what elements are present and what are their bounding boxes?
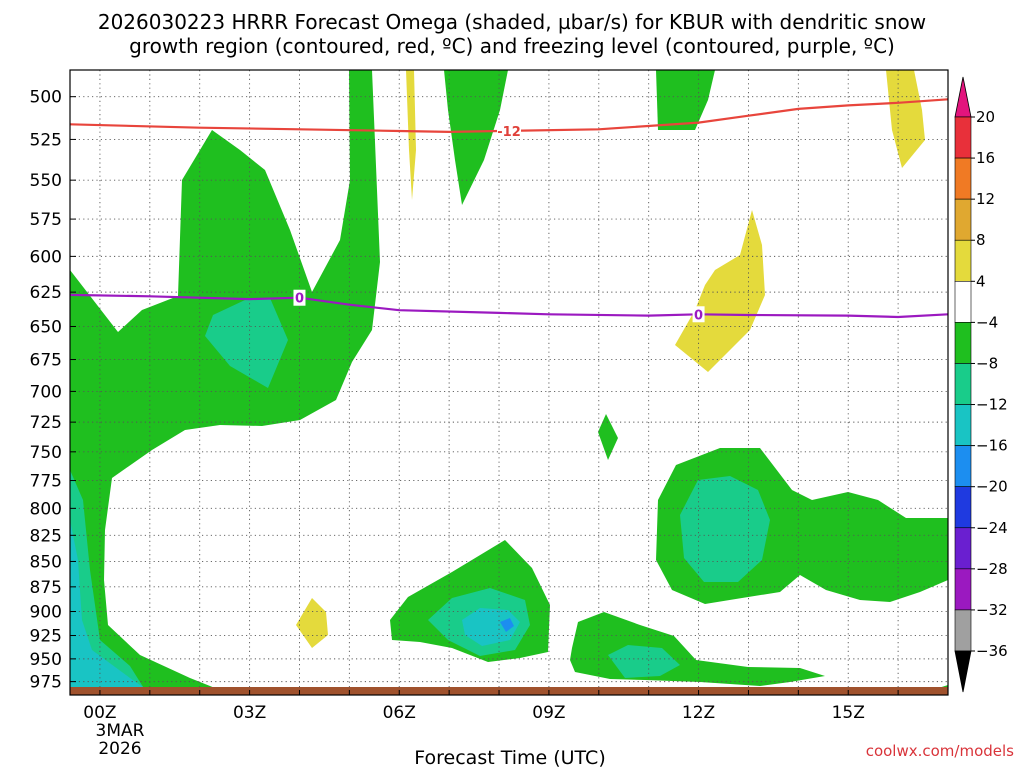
y-tick-label: 600: [30, 247, 62, 267]
omega-region-teal-upper: [205, 298, 288, 388]
contour-label-background: [692, 306, 705, 323]
colorbar-label: 20: [976, 108, 995, 126]
omega-region-blue-0730z: [500, 618, 514, 632]
colorbar-label: −8: [976, 354, 998, 372]
dendritic-contour-label: -12: [497, 125, 521, 140]
y-tick-label: 500: [30, 88, 62, 108]
omega-region-yellow-12z: [675, 210, 765, 372]
x-axis-title: Forecast Time (UTC): [414, 747, 605, 768]
contour-label-background: [293, 289, 306, 306]
credit-watermark: coolwx.com/models: [866, 742, 1014, 760]
colorbar-label: 8: [976, 231, 986, 249]
y-tick-label: 575: [30, 210, 62, 230]
x-axis-ticks: 00Z 03Z 06Z 09Z 12Z 15Z: [83, 690, 899, 723]
y-tick-label: 875: [30, 578, 62, 598]
omega-region-yellow-upper-right: [886, 70, 925, 168]
y-tick-label: 850: [30, 552, 62, 572]
y-tick-label: 725: [30, 413, 62, 433]
colorbar-segment: [954, 486, 972, 529]
omega-region-cyan-0730z: [462, 608, 520, 646]
colorbar-label: −4: [976, 313, 998, 331]
chart-title-line-2: growth region (contoured, red, ºC) and f…: [129, 34, 895, 58]
colorbar-label: 4: [976, 272, 986, 290]
y-axis-ticks: 500 525 550 575 600 625 650 675 700 725 750 775 800 8…: [30, 88, 76, 693]
colorbar-segment: [954, 322, 972, 364]
colorbar: 20 16 12 8 4 −4 −8 −12 −16 −20 −24 −28 −32 −36: [954, 76, 1008, 693]
omega-region-cyan-bottom-left: [70, 520, 150, 692]
colorbar-label: −16: [976, 437, 1008, 455]
x-tick-label: 12Z: [682, 703, 715, 723]
omega-region-green-left: [70, 70, 380, 695]
freezing-contour-label: 0: [295, 292, 304, 307]
colorbar-label: −36: [976, 642, 1008, 660]
grid-lines: [70, 70, 948, 695]
plot-frame: [69, 69, 949, 696]
y-tick-label: 950: [30, 650, 62, 670]
colorbar-label: −12: [976, 396, 1008, 414]
x-date-label-month: 3MAR: [96, 721, 145, 741]
y-tick-label: 775: [30, 472, 62, 492]
omega-region-teal-1030z: [608, 645, 680, 678]
y-tick-label: 525: [30, 130, 62, 150]
y-tick-label: 975: [30, 673, 62, 693]
colorbar-segment: [954, 527, 972, 570]
chart-title-line-1: 2026030223 HRRR Forecast Omega (shaded, …: [98, 10, 926, 34]
colorbar-segment: [954, 157, 972, 200]
colorbar-label: −24: [976, 519, 1008, 537]
contour-label-background: [497, 122, 521, 139]
colorbar-segment: [954, 404, 972, 446]
x-tick-label: 15Z: [832, 703, 865, 723]
x-date-label-year: 2026: [98, 739, 141, 759]
omega-region-green-0930z: [598, 414, 618, 460]
colorbar-segment: [954, 281, 972, 323]
colorbar-segment: [954, 239, 972, 282]
colorbar-label: −32: [976, 601, 1008, 619]
omega-region-teal-left-edge: [70, 470, 145, 690]
y-tick-label: 625: [30, 283, 62, 303]
colorbar-label: 16: [976, 149, 995, 167]
omega-region-teal-right-mid: [680, 476, 770, 582]
omega-region-yellow-upper-06z: [406, 70, 416, 200]
colorbar-segment: [954, 445, 972, 487]
colorbar-segment: [954, 568, 972, 611]
colorbar-segment: [954, 363, 972, 405]
y-tick-label: 675: [30, 351, 62, 371]
x-tick-label: 00Z: [83, 703, 116, 723]
omega-shading: [70, 70, 948, 695]
colorbar-bottom-arrow: [954, 650, 972, 693]
colorbar-label: 12: [976, 190, 995, 208]
y-tick-label: 825: [30, 526, 62, 546]
colorbar-top-arrow: [954, 76, 972, 118]
dendritic-growth-contour-line: [70, 98, 948, 134]
colorbar-segment: [954, 609, 972, 652]
freezing-contour-label: 0: [694, 308, 703, 323]
colorbar-segment: [954, 198, 972, 241]
y-tick-label: 550: [30, 171, 62, 191]
y-tick-label: 700: [30, 382, 62, 402]
x-tick-label: 09Z: [532, 703, 565, 723]
omega-region-green-top-11z: [656, 70, 715, 130]
y-tick-label: 925: [30, 627, 62, 647]
y-tick-label: 650: [30, 317, 62, 337]
omega-region-green-top-06z: [444, 70, 508, 205]
terrain-surface-strip: [70, 687, 948, 695]
y-tick-label: 750: [30, 443, 62, 463]
colorbar-label: −28: [976, 560, 1008, 578]
colorbar-segment: [954, 116, 972, 159]
colorbar-label: −20: [976, 478, 1008, 496]
x-tick-label: 03Z: [233, 703, 266, 723]
x-tick-label: 06Z: [383, 703, 416, 723]
y-tick-label: 900: [30, 603, 62, 623]
freezing-level-contour-line: [70, 293, 948, 319]
y-tick-label: 800: [30, 499, 62, 519]
